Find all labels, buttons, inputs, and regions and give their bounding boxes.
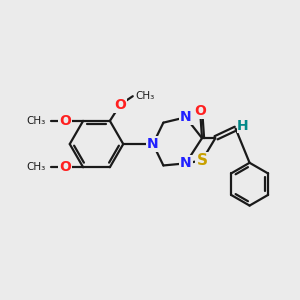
Text: H: H	[237, 118, 249, 133]
Text: N: N	[180, 110, 191, 124]
Text: CH₃: CH₃	[27, 162, 46, 172]
Text: O: O	[195, 104, 206, 118]
Text: N: N	[147, 137, 159, 151]
Text: N: N	[180, 156, 191, 170]
Text: CH₃: CH₃	[27, 116, 46, 126]
Text: O: O	[114, 98, 126, 112]
Text: CH₃: CH₃	[136, 91, 155, 100]
Text: O: O	[59, 160, 70, 174]
Text: S: S	[196, 153, 208, 168]
Text: O: O	[59, 114, 70, 128]
